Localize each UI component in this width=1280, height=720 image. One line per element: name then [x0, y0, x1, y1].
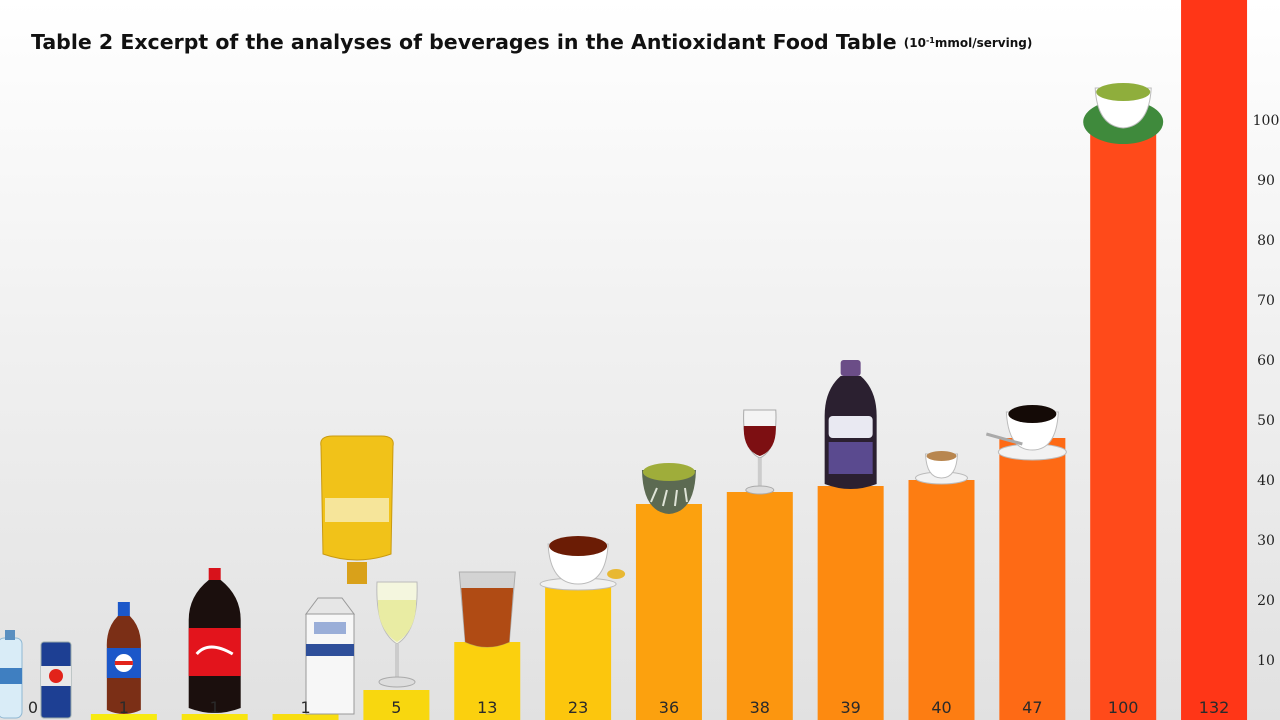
value-label: 100: [1108, 698, 1139, 717]
value-label: 23: [568, 698, 588, 717]
soda-bottle-icon: [106, 602, 141, 714]
bar: [181, 714, 248, 720]
espresso-cup-icon: [915, 451, 968, 485]
tea-cup-icon: [539, 536, 626, 591]
y-tick-label: 30: [1257, 533, 1275, 549]
value-label: 5: [391, 698, 401, 717]
water-bottle-icon: [0, 630, 23, 719]
bar: [817, 486, 884, 720]
grape-juice-bottle-icon: [824, 360, 877, 489]
bar: [999, 438, 1066, 720]
bar: [545, 582, 612, 720]
y-tick-label: 90: [1257, 173, 1275, 189]
y-tick-label: 60: [1257, 353, 1275, 369]
y-tick-label: 70: [1257, 293, 1275, 309]
value-label: 38: [750, 698, 770, 717]
value-label: 1: [119, 698, 129, 717]
value-label: 132: [1199, 698, 1230, 717]
white-wine-glass-icon: [376, 581, 418, 688]
y-tick-label: 50: [1257, 413, 1275, 429]
bar: [454, 642, 521, 720]
value-label: 13: [477, 698, 497, 717]
green-tea-cup-icon: [1083, 83, 1164, 144]
value-label: 36: [659, 698, 679, 717]
value-label: 1: [210, 698, 220, 717]
value-label: 1: [300, 698, 310, 717]
bar: [272, 714, 339, 720]
bar: [1090, 120, 1157, 720]
apple-juice-bottle-icon: [320, 435, 394, 584]
energy-drink-can-icon: [40, 641, 72, 719]
iced-tea-glass-icon: [458, 571, 516, 648]
y-tick-label: 20: [1257, 593, 1275, 609]
red-wine-glass-icon: [743, 409, 777, 495]
bar: [726, 492, 793, 720]
cola-bottle-icon: [188, 568, 241, 713]
coffee-cup-icon: [985, 405, 1067, 461]
value-label: 40: [931, 698, 951, 717]
bar: [90, 714, 157, 720]
chart-title: Table 2 Excerpt of the analyses of bever…: [31, 30, 1032, 54]
title-unit: (10-1mmol/serving): [903, 36, 1033, 50]
y-tick-label: 10: [1257, 653, 1275, 669]
green-tea-bowl-icon: [641, 463, 696, 514]
value-label: 39: [840, 698, 860, 717]
value-label: 0: [28, 698, 38, 717]
title-main: Table 2 Excerpt of the analyses of bever…: [31, 30, 897, 54]
value-label: 47: [1022, 698, 1042, 717]
bar: [363, 690, 430, 720]
milk-carton-icon: [305, 597, 355, 715]
bar: [908, 480, 975, 720]
y-tick-label: 80: [1257, 233, 1275, 249]
bar: [1181, 0, 1248, 720]
y-tick-label: 40: [1257, 473, 1275, 489]
bar: [635, 504, 702, 720]
y-tick-label: 100: [1253, 113, 1280, 129]
